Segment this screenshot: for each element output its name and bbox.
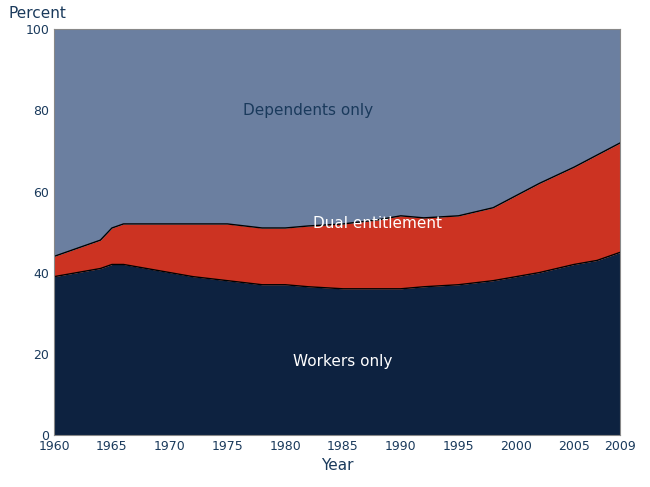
X-axis label: Year: Year — [321, 458, 354, 473]
Text: Dependents only: Dependents only — [243, 103, 373, 118]
Text: Dual entitlement: Dual entitlement — [313, 216, 442, 231]
Text: Workers only: Workers only — [293, 354, 393, 369]
Y-axis label: Percent: Percent — [9, 6, 67, 21]
